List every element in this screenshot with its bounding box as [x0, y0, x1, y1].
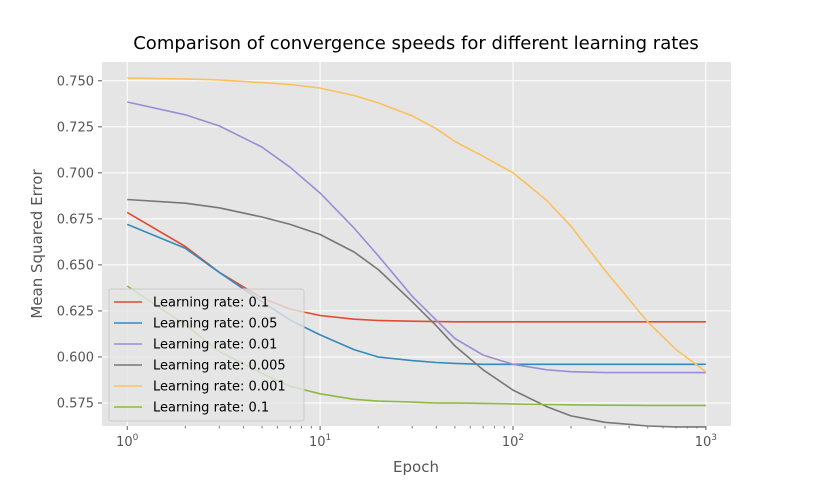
x-tick-label: 100 — [116, 433, 139, 450]
legend-label: Learning rate: 0.1 — [153, 296, 269, 311]
y-tick-label: 0.700 — [57, 166, 94, 181]
x-ticks: 100 101 102 103 — [116, 426, 717, 450]
series-line — [127, 101, 706, 374]
legend-label: Learning rate: 0.05 — [153, 317, 277, 332]
x-tick-label: 103 — [695, 433, 717, 450]
legend-label: Learning rate: 0.005 — [153, 359, 286, 374]
legend-label: Learning rate: 0.01 — [153, 338, 277, 353]
legend: Learning rate: 0.1 Learning rate: 0.05 Lea… — [108, 288, 305, 422]
x-tick-label: 101 — [309, 433, 331, 450]
y-tick-label: 0.675 — [57, 212, 94, 227]
y-ticks: 0.575 0.600 0.625 0.650 0.675 0.700 0.725 0.750 — [57, 74, 102, 411]
legend-box — [108, 288, 305, 422]
y-tick-label: 0.575 — [57, 396, 94, 411]
minor-ticks — [184, 426, 698, 429]
y-tick-label: 0.600 — [57, 350, 94, 365]
y-tick-label: 0.750 — [57, 74, 94, 89]
grid — [102, 62, 731, 426]
series-line — [127, 77, 707, 373]
series-line — [127, 198, 706, 428]
y-tick-label: 0.725 — [57, 120, 94, 135]
x-tick-label: 102 — [502, 433, 524, 450]
x-axis-label: Epoch — [393, 458, 439, 476]
y-tick-label: 0.650 — [57, 258, 94, 273]
legend-label: Learning rate: 0.001 — [153, 380, 286, 395]
y-axis-label: Mean Squared Error — [28, 169, 46, 319]
y-tick-label: 0.625 — [57, 304, 94, 319]
chart-title: Comparison of convergence speeds for dif… — [133, 33, 699, 54]
legend-label: Learning rate: 0.1 — [153, 401, 269, 416]
